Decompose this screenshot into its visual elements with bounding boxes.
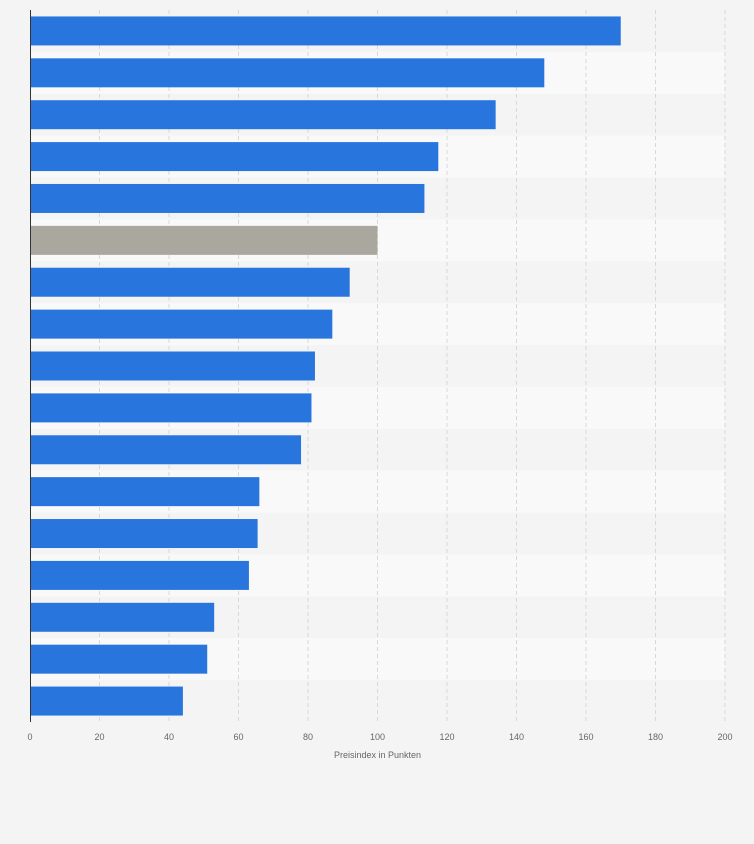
x-tick-label: 80 [303,732,313,742]
x-tick-label: 200 [717,732,732,742]
bar [30,560,249,590]
bar [30,351,315,381]
x-tick-label: 140 [509,732,524,742]
bar [30,644,208,674]
x-axis-ticks: 0 20 40 60 80 100 120 140 160 180 200 [27,732,732,742]
bar [30,519,258,549]
bar [30,393,312,423]
x-tick-label: 40 [164,732,174,742]
bar-series [30,16,621,716]
x-tick-label: 120 [439,732,454,742]
x-tick-label: 160 [578,732,593,742]
bar [30,309,333,339]
bar [30,602,215,632]
bar [30,142,439,172]
bar [30,100,496,130]
bar [30,686,183,716]
x-tick-label: 0 [27,732,32,742]
x-tick-label: 180 [648,732,663,742]
x-tick-label: 100 [370,732,385,742]
bar [30,477,260,507]
bar [30,16,621,46]
bar-highlighted [30,225,378,255]
x-axis-title: Preisindex in Punkten [334,750,421,760]
bar [30,435,302,465]
bar [30,267,350,297]
bar [30,58,545,88]
x-tick-label: 20 [94,732,104,742]
x-tick-label: 60 [233,732,243,742]
bar [30,183,425,213]
